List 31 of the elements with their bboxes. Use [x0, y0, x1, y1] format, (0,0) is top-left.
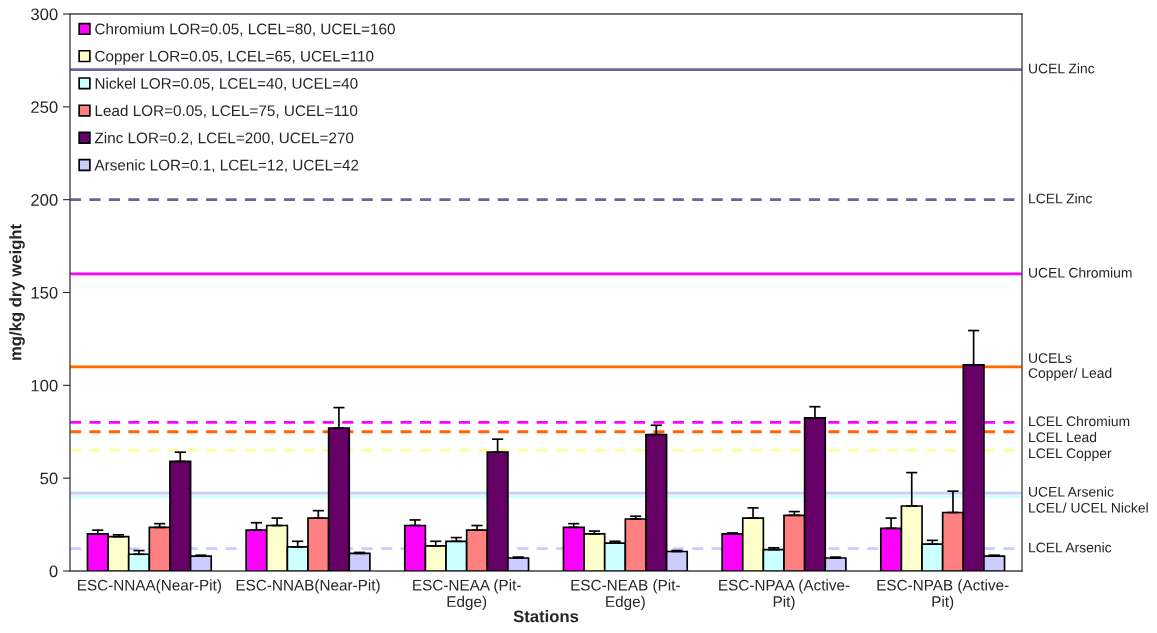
x-axis-title: Stations: [513, 610, 579, 623]
legend-label: Arsenic LOR=0.1, LCEL=12, UCEL=42: [94, 159, 359, 173]
ref-line-label: UCEL Zinc: [1029, 63, 1095, 74]
ref-line-label: LCEL/ UCEL Nickel: [1029, 502, 1148, 513]
y-tick-label: 300: [31, 8, 58, 21]
x-tick-label: ESC-NPAB (Active- Pit): [877, 579, 1009, 611]
ref-line-label: LCEL Lead: [1029, 431, 1097, 443]
ref-line-label: LCEL Arsenic: [1029, 542, 1112, 553]
ref-line-label: LCEL Zinc: [1029, 193, 1092, 204]
legend-label: Nickel LOR=0.05, LCEL=40, UCEL=40: [95, 77, 358, 91]
ref-line-label: LCEL Chromium: [1029, 415, 1130, 427]
ref-line-label: UCEL Arsenic: [1029, 486, 1114, 497]
y-tick-label: 150: [31, 286, 58, 299]
legend-label: Chromium LOR=0.05, LCEL=80, UCEL=160: [95, 23, 395, 37]
x-tick-label: ESC-NEAB (Pit- Edge): [571, 579, 680, 611]
x-tick-label: ESC-NPAA (Active- Pit): [719, 579, 850, 611]
legend-label: Zinc LOR=0.2, LCEL=200, UCEL=270: [94, 132, 354, 146]
legend-label: Copper LOR=0.05, LCEL=65, UCEL=110: [95, 50, 374, 65]
y-tick-label: 250: [31, 101, 58, 114]
x-tick-label: ESC-NNAA(Near-Pit): [78, 579, 221, 594]
ref-line-label: UCEL Chromium: [1029, 267, 1132, 278]
x-tick-label: ESC-NNAB(Near-Pit): [236, 579, 380, 594]
y-tick-label: 200: [31, 194, 58, 206]
y-axis-title: mg/kg dry weight: [9, 224, 25, 360]
ref-line-label: UCELs Copper/ Lead: [1028, 353, 1112, 381]
y-tick-label: 50: [40, 472, 58, 485]
x-tick-label: ESC-NEAA (Pit- Edge): [413, 579, 521, 611]
y-tick-label: 100: [31, 379, 58, 392]
legend-label: Lead LOR=0.05, LCEL=75, UCEL=110: [95, 104, 358, 118]
y-tick-label: 0: [49, 565, 58, 578]
ref-line-label: LCEL Copper: [1029, 448, 1112, 461]
